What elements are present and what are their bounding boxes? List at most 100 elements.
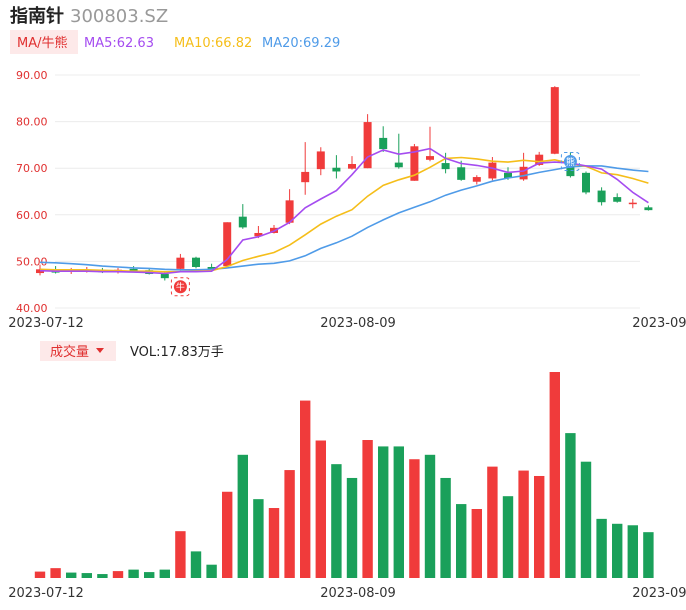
candle-body	[472, 177, 481, 182]
volume-dropdown-icon[interactable]	[96, 348, 104, 353]
volume-bar	[315, 440, 326, 578]
candle-body	[160, 273, 169, 279]
ma20-line	[39, 165, 649, 271]
volume-bar	[331, 464, 342, 578]
volume-bar	[159, 569, 170, 578]
volume-date-label: 2023-07-12	[8, 586, 84, 601]
candle-body	[285, 200, 294, 223]
candle-body	[176, 257, 185, 269]
marker-frame	[560, 152, 580, 172]
candle-body	[192, 257, 200, 267]
volume-bar	[34, 571, 46, 578]
candle-body	[488, 162, 497, 179]
volume-bar	[300, 400, 311, 578]
candle-body	[301, 171, 310, 183]
volume-bar	[66, 572, 77, 578]
volume-bar	[565, 433, 576, 578]
stock-name: 指南针	[10, 5, 64, 27]
bull-marker-icon: 牛	[170, 277, 190, 297]
volume-bar	[222, 491, 233, 578]
volume-bar	[144, 572, 155, 578]
volume-bar	[81, 573, 92, 578]
price-date-label: 2023-09-05	[632, 316, 686, 331]
volume-bar	[393, 446, 404, 578]
volume-bar	[409, 459, 420, 578]
price-tick-label: 80.00	[16, 116, 48, 129]
volume-value: VOL:17.83万手	[130, 345, 224, 360]
volume-bar	[471, 509, 482, 578]
volume-bar	[190, 551, 202, 578]
price-tick-label: 90.00	[16, 69, 48, 82]
candle-body	[207, 266, 216, 270]
bear-marker-icon: 熊	[560, 152, 580, 172]
volume-tag-background	[40, 341, 116, 361]
candle-body	[316, 151, 325, 170]
volume-bar	[456, 504, 467, 578]
volume-bar	[175, 531, 186, 578]
volume-bar	[518, 470, 529, 578]
ma5-line	[39, 147, 649, 275]
volume-bar	[268, 508, 280, 578]
candle-body	[394, 162, 403, 168]
volume-bar	[206, 564, 217, 578]
volume-tag-label[interactable]: 成交量	[50, 344, 89, 360]
marker-frame	[170, 277, 190, 297]
candle-body	[613, 197, 622, 202]
price-tick-label: 70.00	[16, 162, 48, 175]
stock-code: 300803.SZ	[70, 6, 168, 27]
marker-glyph: 牛	[176, 281, 185, 293]
volume-bar	[284, 470, 295, 578]
volume-bar	[612, 523, 623, 578]
ma-tag-background	[10, 30, 78, 54]
candle-body	[129, 268, 138, 271]
volume-bar	[97, 574, 108, 578]
candle-body	[332, 167, 341, 172]
candle-body	[410, 146, 419, 181]
candle-body	[582, 172, 590, 193]
volume-bar	[549, 372, 560, 578]
marker-glyph: 熊	[566, 156, 575, 168]
volume-bar	[424, 454, 436, 578]
candle-body	[441, 163, 450, 170]
candle-body	[504, 172, 512, 178]
volume-bar	[237, 454, 248, 578]
volume-bar	[50, 568, 61, 578]
volume-bar	[643, 532, 654, 578]
price-tick-label: 40.00	[16, 302, 48, 315]
marker-dot	[173, 280, 187, 294]
volume-panel: 2023-07-12 2023-08-09 2023-09-05	[8, 372, 686, 601]
candle-body	[379, 137, 388, 150]
volume-bar	[440, 477, 451, 578]
volume-bar	[627, 525, 638, 578]
candle-body	[519, 166, 528, 180]
ma10-value: MA10:66.82	[174, 36, 252, 51]
candle-body	[426, 156, 434, 160]
volume-date-label: 2023-08-09	[320, 586, 396, 601]
volume-bar	[487, 466, 498, 578]
ma5-value: MA5:62.63	[84, 36, 154, 51]
volume-bar	[112, 571, 124, 578]
volume-bar	[502, 496, 514, 578]
candle-body	[566, 166, 575, 177]
volume-bar	[346, 477, 358, 578]
price-tick-label: 60.00	[16, 209, 48, 222]
price-panel: 90.0080.0070.0060.0050.0040.00牛熊2023-07-…	[8, 69, 686, 331]
volume-date-label: 2023-09-05	[632, 586, 686, 601]
volume-bar	[534, 475, 545, 578]
candle-body	[644, 207, 653, 211]
ma-tag-label[interactable]: MA/牛熊	[17, 35, 68, 51]
volume-bar	[596, 518, 607, 578]
price-date-label: 2023-08-09	[320, 316, 396, 331]
candle-body	[457, 167, 466, 180]
candle-body	[238, 216, 247, 228]
candle-body	[348, 164, 356, 169]
volume-bar	[378, 446, 389, 578]
ma20-value: MA20:69.29	[262, 36, 340, 51]
candle-body	[223, 222, 232, 267]
ma10-line	[39, 156, 649, 273]
marker-dot	[563, 155, 577, 169]
volume-bar	[580, 461, 592, 578]
candle-body	[550, 87, 559, 154]
